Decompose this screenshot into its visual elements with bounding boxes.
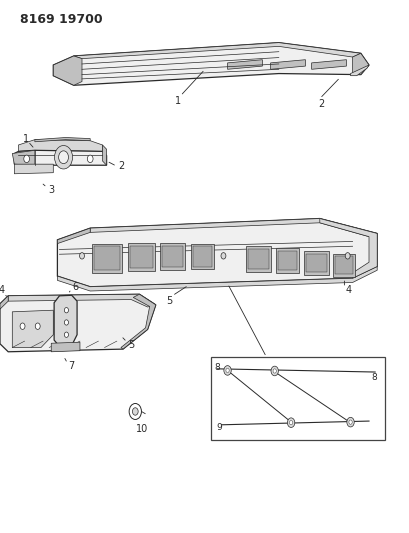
Text: 8: 8	[370, 373, 376, 382]
Polygon shape	[303, 251, 328, 275]
Text: 5: 5	[128, 340, 134, 350]
Text: 2: 2	[117, 161, 124, 171]
Circle shape	[344, 253, 349, 259]
Circle shape	[58, 151, 68, 164]
Polygon shape	[14, 150, 106, 165]
Text: 2: 2	[318, 99, 324, 109]
Polygon shape	[102, 145, 106, 165]
Circle shape	[35, 323, 40, 329]
Polygon shape	[12, 310, 53, 348]
Polygon shape	[227, 60, 262, 69]
Circle shape	[272, 369, 276, 373]
Polygon shape	[319, 219, 376, 278]
Polygon shape	[190, 244, 214, 269]
Polygon shape	[12, 150, 35, 165]
Circle shape	[346, 417, 353, 427]
Polygon shape	[311, 60, 346, 69]
Polygon shape	[14, 164, 53, 174]
Text: 1: 1	[23, 134, 29, 143]
Polygon shape	[51, 342, 80, 352]
Polygon shape	[128, 243, 154, 271]
Polygon shape	[57, 228, 90, 244]
Polygon shape	[74, 43, 360, 59]
Polygon shape	[121, 294, 155, 349]
Polygon shape	[0, 296, 8, 309]
Circle shape	[129, 403, 141, 419]
Polygon shape	[94, 246, 119, 270]
Polygon shape	[275, 248, 299, 273]
Polygon shape	[35, 138, 90, 142]
Polygon shape	[306, 254, 326, 272]
Circle shape	[220, 253, 225, 259]
Polygon shape	[0, 294, 155, 352]
Polygon shape	[270, 60, 305, 69]
Circle shape	[289, 421, 292, 425]
Circle shape	[132, 408, 138, 415]
Text: 8169 19700: 8169 19700	[20, 13, 103, 26]
Polygon shape	[245, 246, 270, 272]
Circle shape	[270, 366, 278, 376]
Text: 4: 4	[0, 286, 5, 295]
Polygon shape	[8, 294, 155, 307]
Circle shape	[64, 320, 68, 325]
Polygon shape	[54, 295, 77, 346]
Circle shape	[64, 332, 68, 337]
Polygon shape	[332, 254, 355, 277]
Text: 7: 7	[68, 361, 75, 371]
Circle shape	[24, 155, 29, 163]
Polygon shape	[53, 56, 82, 85]
Polygon shape	[192, 246, 212, 266]
Text: 3: 3	[48, 185, 54, 195]
Polygon shape	[57, 219, 376, 287]
Polygon shape	[334, 256, 353, 274]
Circle shape	[87, 155, 93, 163]
Circle shape	[287, 418, 294, 427]
Circle shape	[223, 366, 231, 375]
Text: 5: 5	[165, 296, 172, 306]
Bar	[211, 357, 384, 440]
Polygon shape	[92, 244, 121, 273]
Text: 10: 10	[135, 424, 148, 434]
Polygon shape	[247, 249, 268, 269]
Circle shape	[79, 253, 84, 259]
Text: 1: 1	[175, 96, 181, 106]
Polygon shape	[90, 219, 376, 237]
Text: 9: 9	[216, 424, 222, 432]
Circle shape	[225, 368, 229, 373]
Polygon shape	[352, 53, 368, 75]
Polygon shape	[350, 65, 368, 76]
Polygon shape	[277, 251, 297, 270]
Circle shape	[64, 308, 68, 313]
Polygon shape	[53, 43, 368, 85]
Polygon shape	[130, 246, 152, 268]
Polygon shape	[57, 266, 376, 291]
Text: 4: 4	[345, 286, 351, 295]
Text: 6: 6	[73, 282, 79, 292]
Polygon shape	[160, 243, 185, 270]
Polygon shape	[162, 246, 183, 267]
Circle shape	[20, 323, 25, 329]
Circle shape	[348, 420, 351, 424]
Circle shape	[54, 146, 72, 169]
Polygon shape	[18, 140, 102, 151]
Text: 8: 8	[214, 364, 220, 372]
